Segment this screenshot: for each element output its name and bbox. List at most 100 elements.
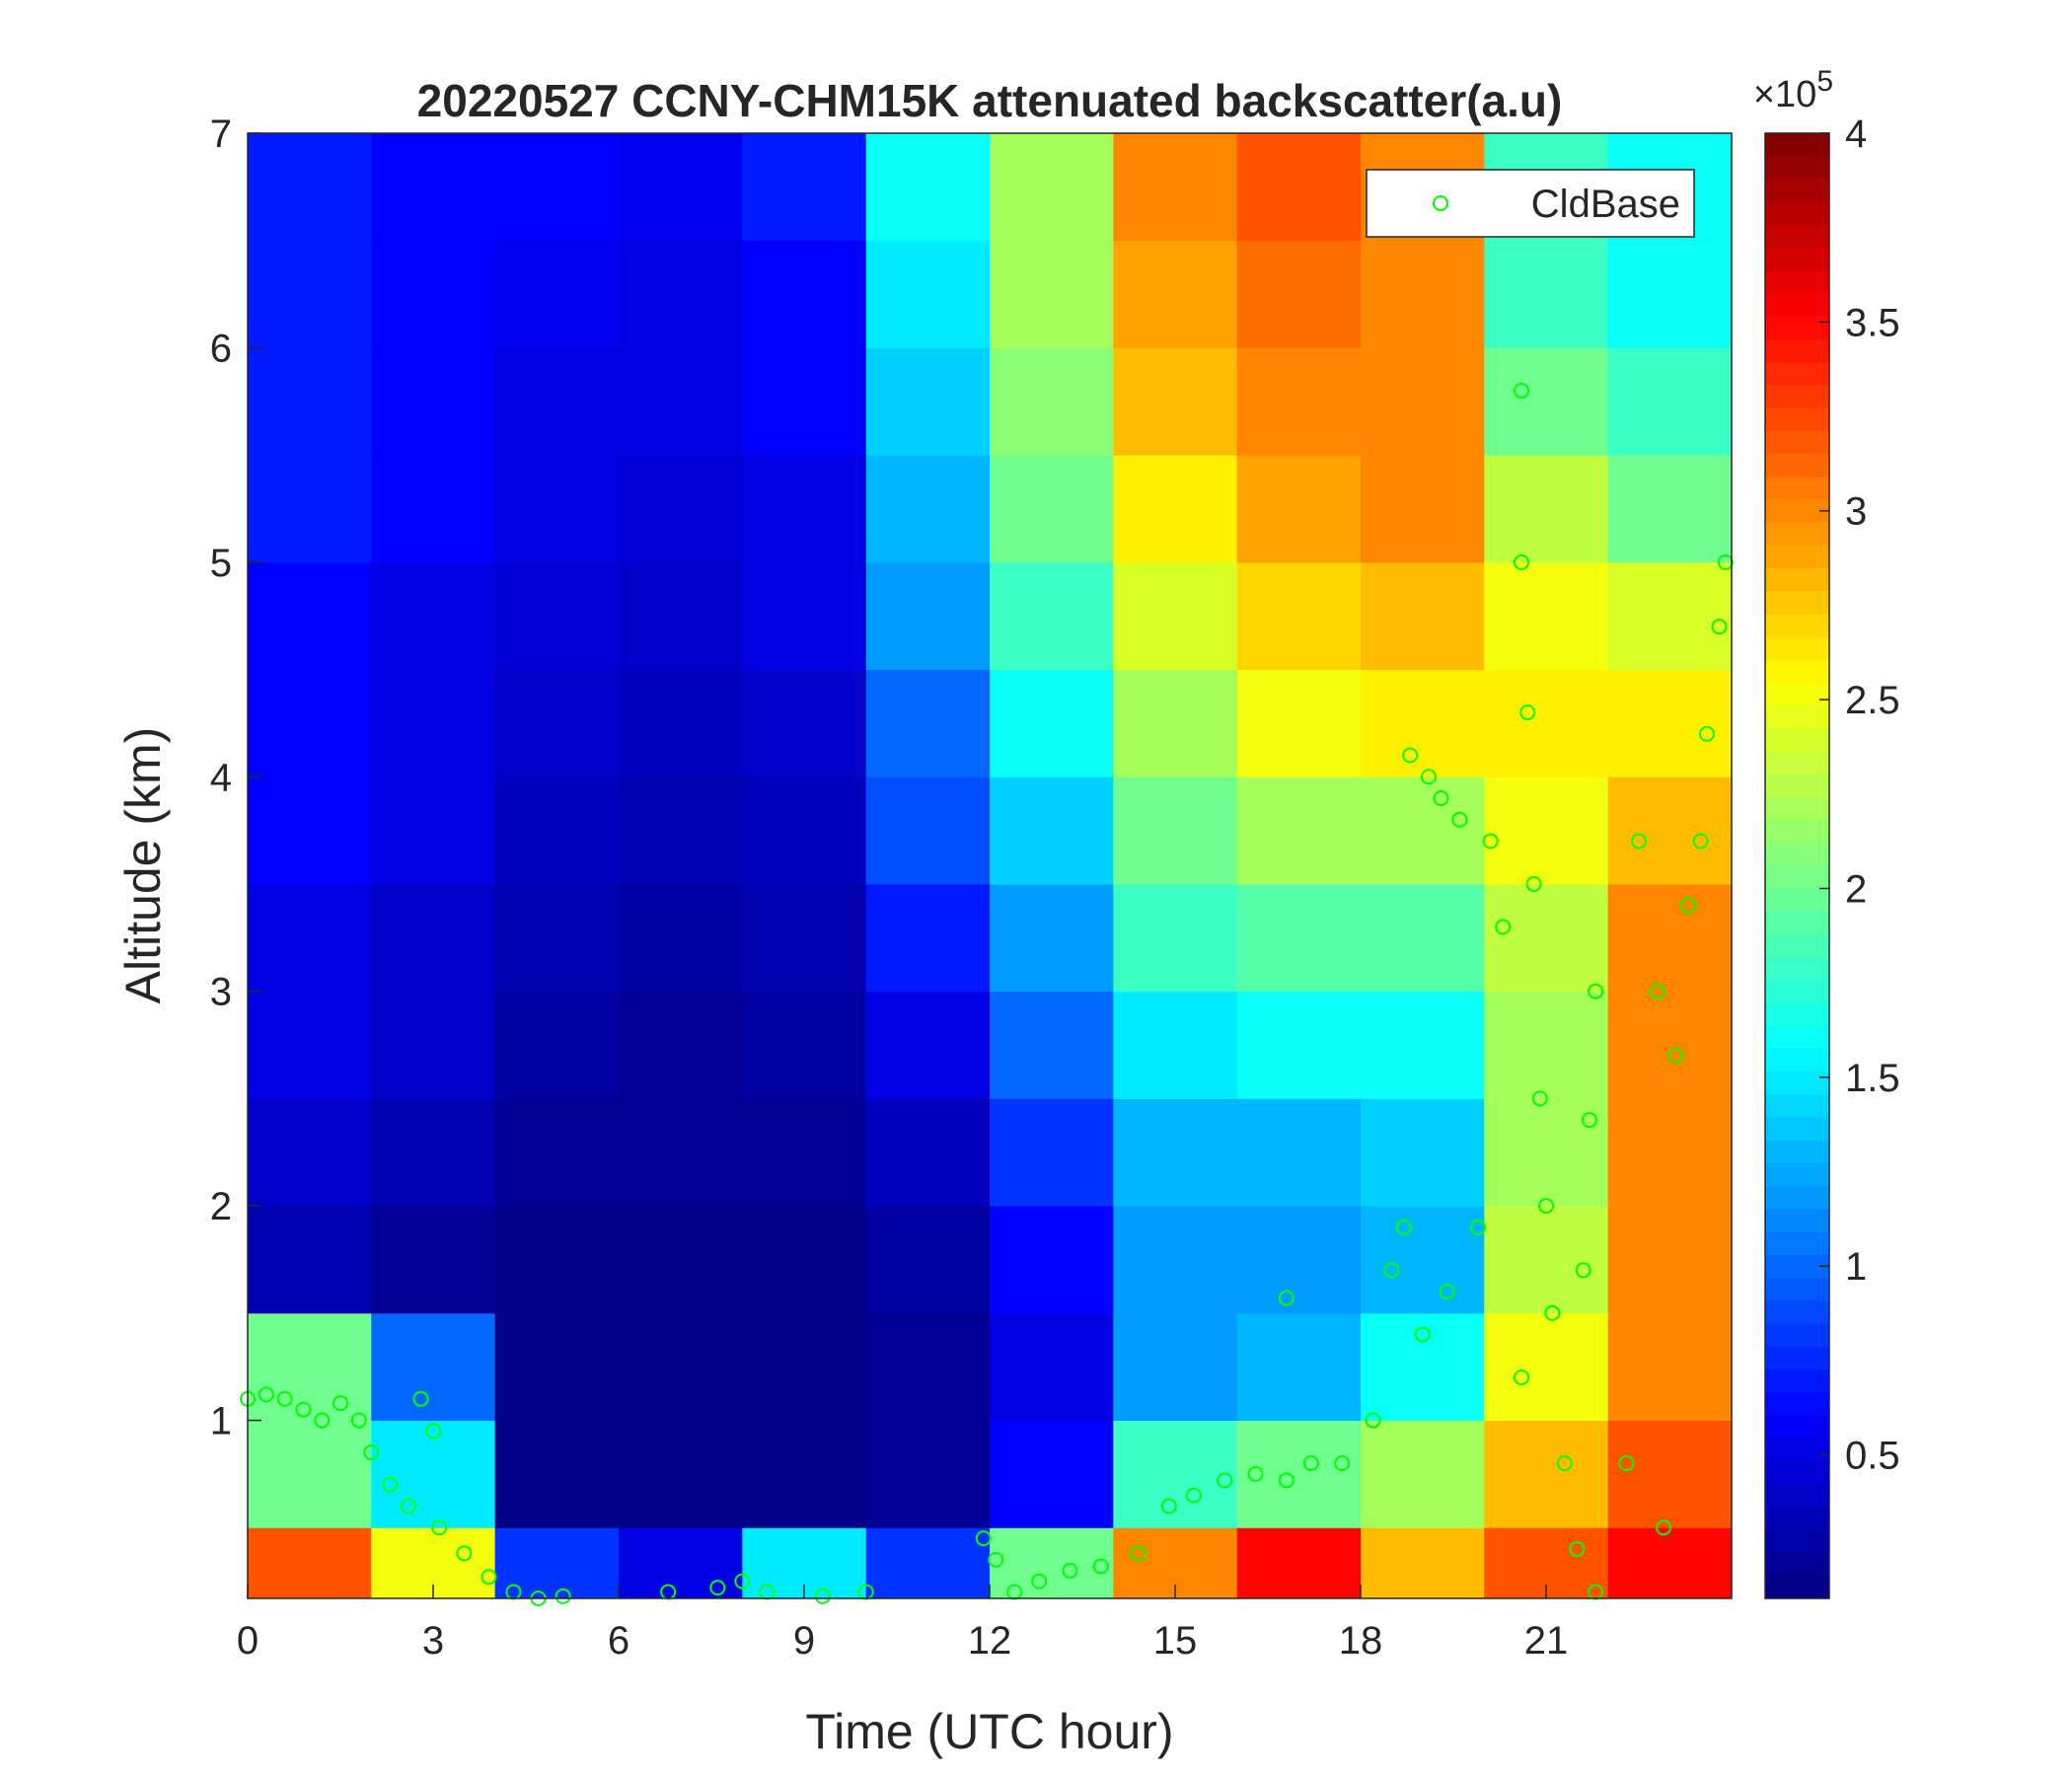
heatmap-cell [1236, 133, 1362, 242]
colorbar-segment [1765, 1094, 1829, 1119]
heatmap-cell [990, 561, 1114, 671]
heatmap-cell [1113, 240, 1238, 348]
heatmap-cell [865, 240, 991, 348]
heatmap-cell [371, 1206, 496, 1314]
heatmap-cell [1113, 1420, 1238, 1528]
heatmap-cell [371, 1098, 496, 1207]
heatmap-cell [371, 1312, 496, 1422]
x-tick-label: 6 [608, 1619, 629, 1663]
cloud-base-point [1544, 1304, 1561, 1321]
heatmap-cell [248, 883, 372, 993]
heatmap-cell [1236, 669, 1362, 777]
heatmap-cell [990, 1206, 1114, 1314]
colorbar-segment [1765, 705, 1829, 729]
colorbar-segment [1765, 522, 1829, 547]
heatmap-cell [865, 1312, 991, 1422]
colorbar-segment [1765, 477, 1829, 500]
heatmap-cell [1236, 1312, 1362, 1422]
colorbar-frame [1764, 132, 1830, 1599]
cloud-base-point [481, 1569, 497, 1586]
heatmap-cell [619, 777, 743, 885]
colorbar-multiplier: ×105 [1753, 65, 1833, 115]
heatmap-cell [1236, 1098, 1362, 1207]
colorbar-segment [1765, 1186, 1829, 1211]
marks: 0 3 6 9 12 15 18 211234567CldBase0.511.522.533.… [210, 65, 1900, 1663]
heatmap-cell [494, 133, 620, 242]
heatmap-cell [990, 455, 1114, 563]
x-tick-label: 18 [1339, 1619, 1383, 1663]
colorbar-tick-label: 1 [1845, 1245, 1867, 1289]
chart-title: 20220527 CCNY-CHM15K attenuated backscat… [417, 75, 1563, 126]
heatmap-cell [494, 1527, 620, 1599]
y-tick-label: 7 [210, 112, 232, 156]
heatmap-cell [619, 883, 743, 993]
heatmap-cell [248, 991, 372, 1099]
colorbar-segment [1765, 179, 1829, 203]
colorbar-segment [1765, 1163, 1829, 1187]
heatmap-cell [742, 133, 867, 242]
heatmap-cell [742, 240, 867, 348]
colorbar-segment [1765, 888, 1829, 913]
multiplier-exponent: 5 [1816, 65, 1833, 98]
cloud-base-point [258, 1386, 274, 1403]
cloud-base-point [1513, 382, 1529, 399]
heatmap-cell [494, 1312, 620, 1422]
cloud-base-point [1513, 554, 1529, 570]
heatmap-cell [1484, 1312, 1609, 1422]
heatmap-cell [865, 561, 991, 671]
heatmap-cell [742, 669, 867, 777]
heatmap-cell [371, 240, 496, 348]
y-axis-label: Altitude (km) [115, 727, 171, 1004]
cloud-base-point [1538, 1198, 1554, 1215]
heatmap-cell [248, 133, 372, 242]
cloud-base-point [1160, 1498, 1177, 1515]
cloud-base-point [363, 1444, 380, 1461]
cloud-base-point [709, 1580, 726, 1596]
heatmap-cell [619, 1312, 743, 1422]
cloud-base-point [1667, 1047, 1684, 1064]
cloud-base-point [350, 1412, 367, 1429]
heatmap-cell [742, 1206, 867, 1314]
cloud-base-point [1482, 833, 1499, 850]
heatmap-cell [1113, 1206, 1238, 1314]
colorbar-segment [1765, 957, 1829, 982]
heatmap-cell [865, 133, 991, 242]
colorbar-tick-label: 2 [1845, 867, 1867, 911]
heatmap-cell [371, 455, 496, 563]
heatmap-cell [619, 991, 743, 1099]
colorbar-tick-label: 4 [1845, 112, 1867, 156]
heatmap-cell [371, 777, 496, 885]
cloud-base-point [1569, 1540, 1586, 1557]
heatmap-cell [371, 133, 496, 242]
colorbar-tick-label: 2.5 [1845, 679, 1900, 722]
cloud-base-point [814, 1588, 831, 1604]
colorbar-segment [1765, 1278, 1829, 1301]
cloud-base-point [1525, 875, 1542, 892]
heatmap-cell [619, 347, 743, 456]
heatmap-cell [742, 347, 867, 456]
legend-label: CldBase [1531, 183, 1680, 226]
heatmap-cell [494, 669, 620, 777]
y-tick-label: 4 [210, 756, 232, 799]
heatmap-cell [1361, 1206, 1485, 1314]
heatmap-cell [1236, 883, 1362, 993]
heatmap-cell [865, 1527, 991, 1599]
heatmap-cell [990, 991, 1114, 1099]
heatmap-cell [619, 1098, 743, 1207]
heatmap-cell [1113, 1312, 1238, 1422]
colorbar-segment [1765, 407, 1829, 432]
colorbar-segment [1765, 1231, 1829, 1256]
heatmap-cell [1607, 240, 1733, 348]
heatmap-cell [990, 347, 1114, 456]
cloud-base-point [1680, 897, 1697, 914]
heatmap-cell [990, 669, 1114, 777]
heatmap-cell [619, 240, 743, 348]
cloud-base-point [1711, 619, 1728, 635]
colorbar-segment [1765, 1460, 1829, 1485]
x-tick-label: 12 [968, 1619, 1012, 1663]
heatmap-cell [1236, 1420, 1362, 1528]
cloud-base-point [1130, 1545, 1147, 1562]
heatmap-cell [990, 240, 1114, 348]
colorbar-segment [1765, 1507, 1829, 1530]
heatmap-cell [1607, 347, 1733, 456]
